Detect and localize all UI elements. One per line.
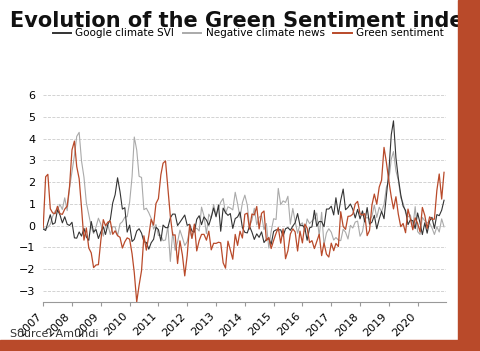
Text: Source: Amundi: Source: Amundi [10,329,98,339]
Legend: Google climate SVI, Negative climate news, Green sentiment: Google climate SVI, Negative climate new… [48,24,448,42]
Text: Evolution of the Green Sentiment index: Evolution of the Green Sentiment index [10,11,477,31]
